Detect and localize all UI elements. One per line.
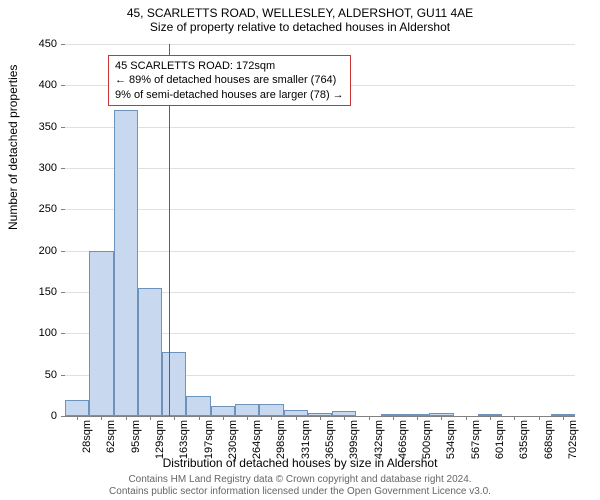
- x-tick-label: 197sqm: [203, 420, 215, 459]
- chart-container: 45, SCARLETTS ROAD, WELLESLEY, ALDERSHOT…: [0, 0, 600, 500]
- x-tick-label: 567sqm: [470, 420, 482, 459]
- footer-line-1: Contains HM Land Registry data © Crown c…: [0, 474, 600, 486]
- y-axis-label: Number of detached properties: [6, 65, 20, 230]
- x-tick-label: 702sqm: [567, 420, 579, 459]
- x-tick-label: 298sqm: [275, 420, 287, 459]
- x-tick-label: 264sqm: [251, 420, 263, 459]
- bar: [186, 396, 210, 416]
- title-line-1: 45, SCARLETTS ROAD, WELLESLEY, ALDERSHOT…: [0, 6, 600, 20]
- bar: [138, 288, 162, 416]
- footer-line-2: Contains public sector information licen…: [0, 486, 600, 498]
- annotation-line-3: 9% of semi-detached houses are larger (7…: [115, 88, 344, 102]
- x-tick-label: 95sqm: [130, 420, 142, 453]
- annotation-box: 45 SCARLETTS ROAD: 172sqm ← 89% of detac…: [108, 55, 351, 106]
- x-tick-label: 500sqm: [421, 420, 433, 459]
- x-tick-label: 331sqm: [300, 420, 312, 459]
- x-tick-label: 62sqm: [105, 420, 117, 453]
- x-tick-label: 668sqm: [543, 420, 555, 459]
- x-tick-label: 432sqm: [373, 420, 385, 459]
- title-block: 45, SCARLETTS ROAD, WELLESLEY, ALDERSHOT…: [0, 0, 600, 35]
- bar: [114, 110, 138, 416]
- y-tick-label: 300: [25, 162, 57, 174]
- x-tick-label: 163sqm: [178, 420, 190, 459]
- x-tick-label: 129sqm: [154, 420, 166, 459]
- y-tick-label: 0: [25, 410, 57, 422]
- bar: [211, 406, 235, 416]
- y-tick-label: 100: [25, 327, 57, 339]
- annotation-line-2: ← 89% of detached houses are smaller (76…: [115, 73, 344, 87]
- x-tick-label: 635sqm: [518, 420, 530, 459]
- y-tick-label: 400: [25, 79, 57, 91]
- bar: [235, 404, 259, 416]
- x-tick-label: 399sqm: [348, 420, 360, 459]
- bar: [162, 352, 186, 416]
- y-tick-label: 250: [25, 203, 57, 215]
- y-tick-label: 200: [25, 245, 57, 257]
- x-axis-label: Distribution of detached houses by size …: [0, 456, 600, 470]
- title-line-2: Size of property relative to detached ho…: [0, 20, 600, 34]
- y-tick-label: 450: [25, 38, 57, 50]
- bar: [65, 400, 89, 416]
- x-tick-label: 466sqm: [397, 420, 409, 459]
- x-tick-label: 365sqm: [324, 420, 336, 459]
- bar: [259, 404, 283, 416]
- bar: [89, 251, 113, 416]
- annotation-line-1: 45 SCARLETTS ROAD: 172sqm: [115, 59, 344, 73]
- x-tick-label: 230sqm: [227, 420, 239, 459]
- y-tick-label: 50: [25, 369, 57, 381]
- x-tick-label: 28sqm: [81, 420, 93, 453]
- x-tick-label: 601sqm: [494, 420, 506, 459]
- footer: Contains HM Land Registry data © Crown c…: [0, 474, 600, 498]
- x-tick-label: 534sqm: [445, 420, 457, 459]
- y-tick-label: 350: [25, 121, 57, 133]
- y-tick-label: 150: [25, 286, 57, 298]
